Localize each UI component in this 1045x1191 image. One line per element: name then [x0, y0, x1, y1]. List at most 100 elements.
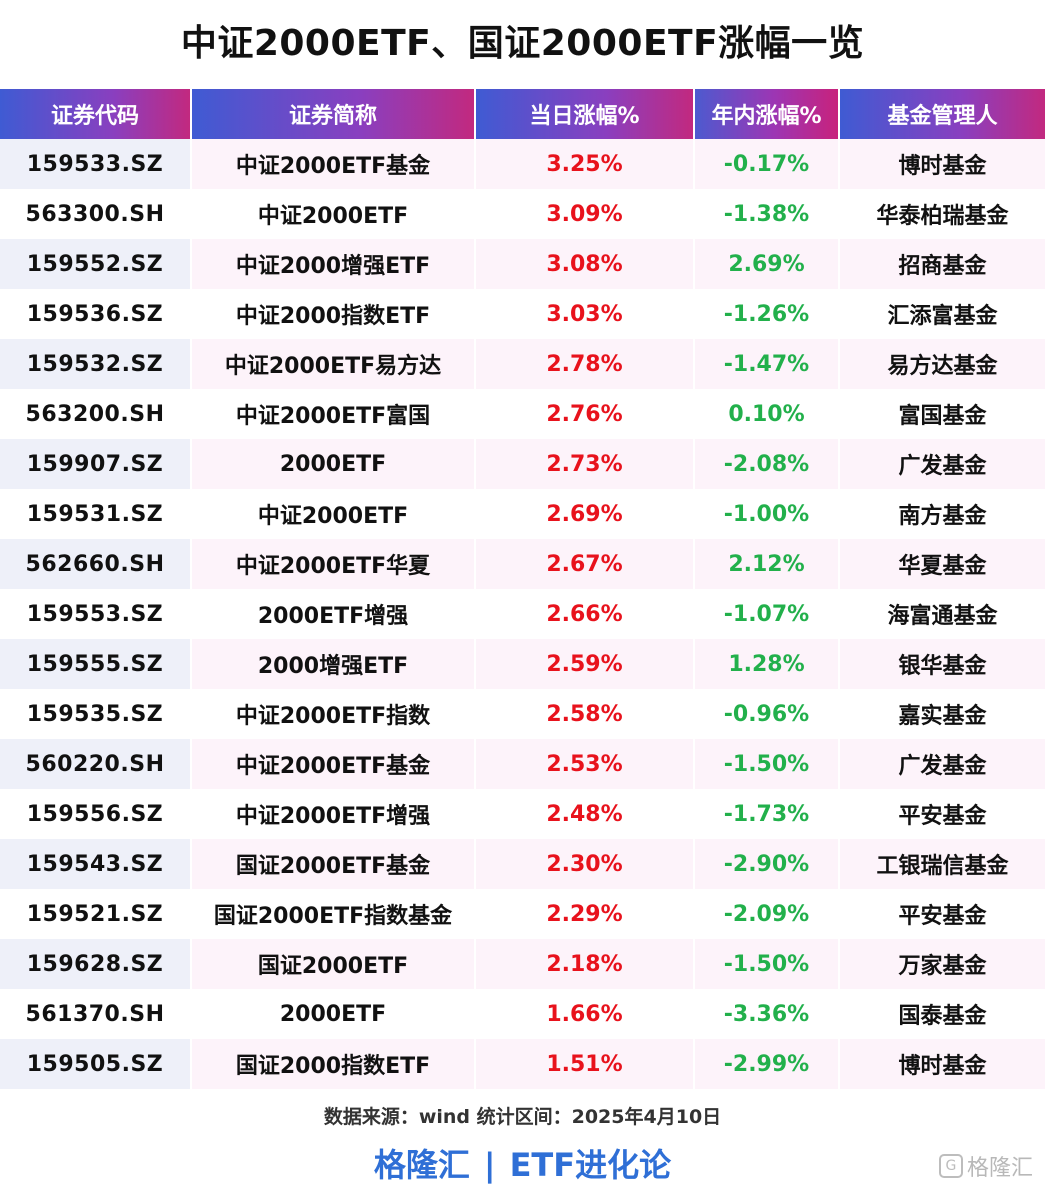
cell-manager: 富国基金	[838, 389, 1045, 439]
cell-name: 中证2000增强ETF	[190, 239, 474, 289]
table-row: 159535.SZ 中证2000ETF指数 2.58% -0.96% 嘉实基金	[0, 689, 1045, 739]
cell-day-change: 2.59%	[474, 639, 693, 689]
header-ytd-change: 年内涨幅%	[693, 89, 838, 139]
cell-ytd-change: -1.26%	[693, 289, 838, 339]
cell-ytd-change: -0.17%	[693, 139, 838, 189]
cell-code: 159907.SZ	[0, 439, 190, 489]
table-row: 562660.SH 中证2000ETF华夏 2.67% 2.12% 华夏基金	[0, 539, 1045, 589]
footer-brand-left: 格隆汇	[373, 1146, 470, 1184]
cell-day-change: 2.67%	[474, 539, 693, 589]
cell-ytd-change: 2.69%	[693, 239, 838, 289]
cell-ytd-change: 0.10%	[693, 389, 838, 439]
cell-manager: 华泰柏瑞基金	[838, 189, 1045, 239]
cell-code: 159533.SZ	[0, 139, 190, 189]
cell-name: 中证2000ETF	[190, 189, 474, 239]
cell-code: 159628.SZ	[0, 939, 190, 989]
cell-ytd-change: -2.09%	[693, 889, 838, 939]
cell-code: 159556.SZ	[0, 789, 190, 839]
cell-ytd-change: -2.90%	[693, 839, 838, 889]
cell-ytd-change: -1.00%	[693, 489, 838, 539]
cell-name: 2000增强ETF	[190, 639, 474, 689]
table-row: 563200.SH 中证2000ETF富国 2.76% 0.10% 富国基金	[0, 389, 1045, 439]
cell-name: 中证2000ETF基金	[190, 739, 474, 789]
table-row: 159907.SZ 2000ETF 2.73% -2.08% 广发基金	[0, 439, 1045, 489]
cell-day-change: 2.58%	[474, 689, 693, 739]
cell-name: 国证2000ETF基金	[190, 839, 474, 889]
cell-name: 国证2000ETF指数基金	[190, 889, 474, 939]
table-row: 159521.SZ 国证2000ETF指数基金 2.29% -2.09% 平安基金	[0, 889, 1045, 939]
cell-code: 563200.SH	[0, 389, 190, 439]
cell-name: 国证2000ETF	[190, 939, 474, 989]
cell-day-change: 2.53%	[474, 739, 693, 789]
gelonghui-logo-icon: G	[938, 1154, 963, 1178]
cell-ytd-change: -2.08%	[693, 439, 838, 489]
cell-manager: 嘉实基金	[838, 689, 1045, 739]
cell-day-change: 1.66%	[474, 989, 693, 1039]
cell-code: 159552.SZ	[0, 239, 190, 289]
table-row: 159532.SZ 中证2000ETF易方达 2.78% -1.47% 易方达基金	[0, 339, 1045, 389]
cell-manager: 平安基金	[838, 789, 1045, 839]
cell-code: 159543.SZ	[0, 839, 190, 889]
cell-ytd-change: 2.12%	[693, 539, 838, 589]
cell-name: 中证2000ETF基金	[190, 139, 474, 189]
page-title: 中证2000ETF、国证2000ETF涨幅一览	[180, 23, 865, 64]
cell-ytd-change: -2.99%	[693, 1039, 838, 1089]
cell-code: 159505.SZ	[0, 1039, 190, 1089]
cell-manager: 博时基金	[838, 1039, 1045, 1089]
table-row: 563300.SH 中证2000ETF 3.09% -1.38% 华泰柏瑞基金	[0, 189, 1045, 239]
cell-day-change: 2.30%	[474, 839, 693, 889]
cell-ytd-change: -0.96%	[693, 689, 838, 739]
cell-day-change: 3.09%	[474, 189, 693, 239]
cell-name: 2000ETF增强	[190, 589, 474, 639]
footer-divider: |	[483, 1146, 496, 1184]
footer-brand: 格隆汇 | ETF进化论	[0, 1140, 1045, 1186]
cell-name: 中证2000指数ETF	[190, 289, 474, 339]
cell-name: 中证2000ETF华夏	[190, 539, 474, 589]
table-row: 159553.SZ 2000ETF增强 2.66% -1.07% 海富通基金	[0, 589, 1045, 639]
cell-name: 中证2000ETF指数	[190, 689, 474, 739]
table-row: 159556.SZ 中证2000ETF增强 2.48% -1.73% 平安基金	[0, 789, 1045, 839]
cell-day-change: 2.66%	[474, 589, 693, 639]
cell-name: 中证2000ETF增强	[190, 789, 474, 839]
cell-manager: 国泰基金	[838, 989, 1045, 1039]
cell-manager: 广发基金	[838, 439, 1045, 489]
cell-code: 159521.SZ	[0, 889, 190, 939]
cell-ytd-change: -3.36%	[693, 989, 838, 1039]
etf-table: 证券代码 证券简称 当日涨幅% 年内涨幅% 基金管理人 159533.SZ 中证2…	[0, 89, 1045, 1089]
cell-day-change: 2.69%	[474, 489, 693, 539]
cell-day-change: 2.48%	[474, 789, 693, 839]
cell-name: 中证2000ETF	[190, 489, 474, 539]
cell-ytd-change: -1.50%	[693, 739, 838, 789]
cell-code: 560220.SH	[0, 739, 190, 789]
cell-day-change: 2.78%	[474, 339, 693, 389]
cell-day-change: 3.08%	[474, 239, 693, 289]
cell-manager: 银华基金	[838, 639, 1045, 689]
cell-manager: 海富通基金	[838, 589, 1045, 639]
header-manager: 基金管理人	[838, 89, 1045, 139]
table-row: 560220.SH 中证2000ETF基金 2.53% -1.50% 广发基金	[0, 739, 1045, 789]
table-row: 561370.SH 2000ETF 1.66% -3.36% 国泰基金	[0, 989, 1045, 1039]
cell-code: 561370.SH	[0, 989, 190, 1039]
table-row: 159555.SZ 2000增强ETF 2.59% 1.28% 银华基金	[0, 639, 1045, 689]
table-row: 159536.SZ 中证2000指数ETF 3.03% -1.26% 汇添富基金	[0, 289, 1045, 339]
cell-manager: 万家基金	[838, 939, 1045, 989]
cell-day-change: 2.73%	[474, 439, 693, 489]
footer-brand-right: ETF进化论	[509, 1146, 672, 1184]
cell-day-change: 2.76%	[474, 389, 693, 439]
cell-ytd-change: 1.28%	[693, 639, 838, 689]
cell-day-change: 3.25%	[474, 139, 693, 189]
cell-code: 159555.SZ	[0, 639, 190, 689]
cell-manager: 南方基金	[838, 489, 1045, 539]
watermark-text: 格隆汇	[966, 1156, 1033, 1181]
cell-ytd-change: -1.73%	[693, 789, 838, 839]
cell-day-change: 1.51%	[474, 1039, 693, 1089]
watermark: G 格隆汇	[938, 1150, 1033, 1182]
cell-code: 562660.SH	[0, 539, 190, 589]
cell-day-change: 2.18%	[474, 939, 693, 989]
header-code: 证券代码	[0, 89, 190, 139]
cell-code: 159536.SZ	[0, 289, 190, 339]
table-body: 159533.SZ 中证2000ETF基金 3.25% -0.17% 博时基金 56330…	[0, 139, 1045, 1089]
cell-name: 中证2000ETF易方达	[190, 339, 474, 389]
data-source-note: 数据来源：wind 统计区间：2025年4月10日	[323, 1106, 722, 1128]
cell-manager: 华夏基金	[838, 539, 1045, 589]
